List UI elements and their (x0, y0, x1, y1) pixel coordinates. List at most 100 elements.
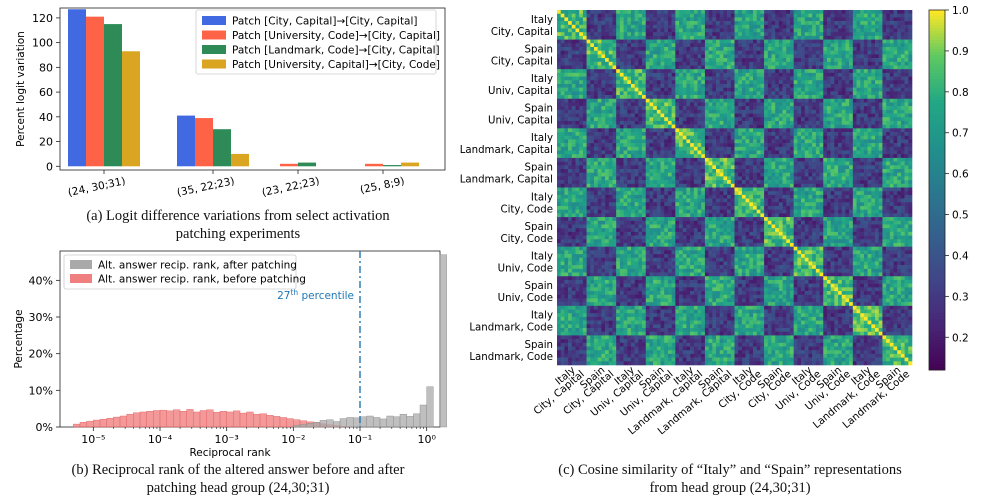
heatmap-cell (612, 117, 617, 122)
heatmap-cell (815, 61, 820, 66)
heatmap-cell (823, 128, 828, 133)
heatmap-cell (764, 180, 769, 185)
heatmap-cell (871, 135, 876, 140)
heatmap-cell (590, 95, 595, 100)
heatmap-cell (701, 146, 706, 151)
heatmap-cell (568, 194, 573, 199)
heatmap-cell (590, 146, 595, 151)
heatmap-cell (616, 102, 621, 107)
heatmap-cell (771, 28, 776, 33)
heatmap-cell (838, 120, 843, 125)
heatmap-cell (793, 146, 798, 151)
heatmap-cell (760, 32, 765, 37)
heatmap-cell (893, 117, 898, 122)
heatmap-cell (789, 28, 794, 33)
heatmap-cell (886, 150, 891, 155)
heatmap-cell (675, 143, 680, 148)
heatmap-cell (575, 176, 580, 181)
heatmap-cell (815, 169, 820, 174)
heatmap-cell (645, 72, 650, 77)
heatmap-cell (582, 50, 587, 55)
heatmap-cell (623, 139, 628, 144)
heatmap-cell (697, 183, 702, 188)
heatmap-cell (612, 109, 617, 114)
heatmap-cell (679, 87, 684, 92)
heatmap-cell (579, 180, 584, 185)
heatmap-cell (612, 146, 617, 151)
heatmap-cell (767, 157, 772, 162)
heatmap-cell (741, 161, 746, 166)
heatmap-cell (812, 32, 817, 37)
heatmap-cell (568, 187, 573, 192)
heatmap-cell (819, 143, 824, 148)
heatmap-cell (564, 135, 569, 140)
heatmap-cell (649, 80, 654, 85)
heatmap-cell (849, 128, 854, 133)
heatmap-cell (738, 21, 743, 26)
heatmap-cell (893, 169, 898, 174)
heatmap-cell (682, 161, 687, 166)
heatmap-cell (638, 35, 643, 40)
heatmap-cell (575, 165, 580, 170)
histogram-bar (73, 423, 81, 428)
heatmap-cell (882, 39, 887, 44)
heatmap-cell (812, 72, 817, 77)
heatmap-cell (734, 54, 739, 59)
heatmap-cell (645, 95, 650, 100)
heatmap-cell (704, 61, 709, 66)
heatmap-cell (808, 146, 813, 151)
heatmap-cell (582, 58, 587, 63)
heatmap-cell (819, 28, 824, 33)
heatmap-cell (775, 135, 780, 140)
heatmap-cell (871, 109, 876, 114)
heatmap-cell (619, 83, 624, 88)
heatmap-cell (582, 98, 587, 103)
heatmap-cell (671, 183, 676, 188)
heatmap-cell (671, 32, 676, 37)
heatmap-cell (690, 98, 695, 103)
heatmap-cell (878, 102, 883, 107)
heatmap-cell (649, 24, 654, 29)
heatmap-cell (564, 128, 569, 133)
heatmap-cell (660, 117, 665, 122)
heatmap-cell (875, 87, 880, 92)
heatmap-cell (863, 13, 868, 18)
heatmap-cell (778, 146, 783, 151)
heatmap-cell (875, 161, 880, 166)
heatmap-cell (619, 135, 624, 140)
heatmap-cell (608, 154, 613, 159)
heatmap-cell (638, 180, 643, 185)
heatmap-cell (590, 176, 595, 181)
heatmap-cell (612, 143, 617, 148)
heatmap-cell (830, 120, 835, 125)
heatmap-cell (886, 143, 891, 148)
heatmap-cell (701, 183, 706, 188)
heatmap-cell (797, 54, 802, 59)
heatmap-cell (812, 135, 817, 140)
heatmap-cell (686, 91, 691, 96)
heatmap-cell (752, 169, 757, 174)
heatmap-cell (786, 161, 791, 166)
heatmap-cell (778, 83, 783, 88)
heatmap-cell (734, 32, 739, 37)
heatmap-cell (671, 150, 676, 155)
heatmap-cell (627, 146, 632, 151)
heatmap-cell (886, 69, 891, 74)
heatmap-cell (634, 58, 639, 63)
heatmap-cell (616, 135, 621, 140)
heatmap-cell (560, 46, 565, 51)
heatmap-cell (719, 132, 724, 137)
heatmap-cell (575, 61, 580, 66)
heatmap-cell (586, 39, 591, 44)
y-tick-label: 0% (36, 421, 53, 434)
heatmap-cell (630, 172, 635, 177)
heatmap-cell (575, 157, 580, 162)
heatmap-cell (893, 128, 898, 133)
heatmap-cell (897, 172, 902, 177)
heatmap-cell (712, 154, 717, 159)
heatmap-cell (897, 132, 902, 137)
heatmap-cell (889, 80, 894, 85)
heatmap-cell (819, 91, 824, 96)
heatmap-cell (719, 180, 724, 185)
heatmap-cell (819, 180, 824, 185)
